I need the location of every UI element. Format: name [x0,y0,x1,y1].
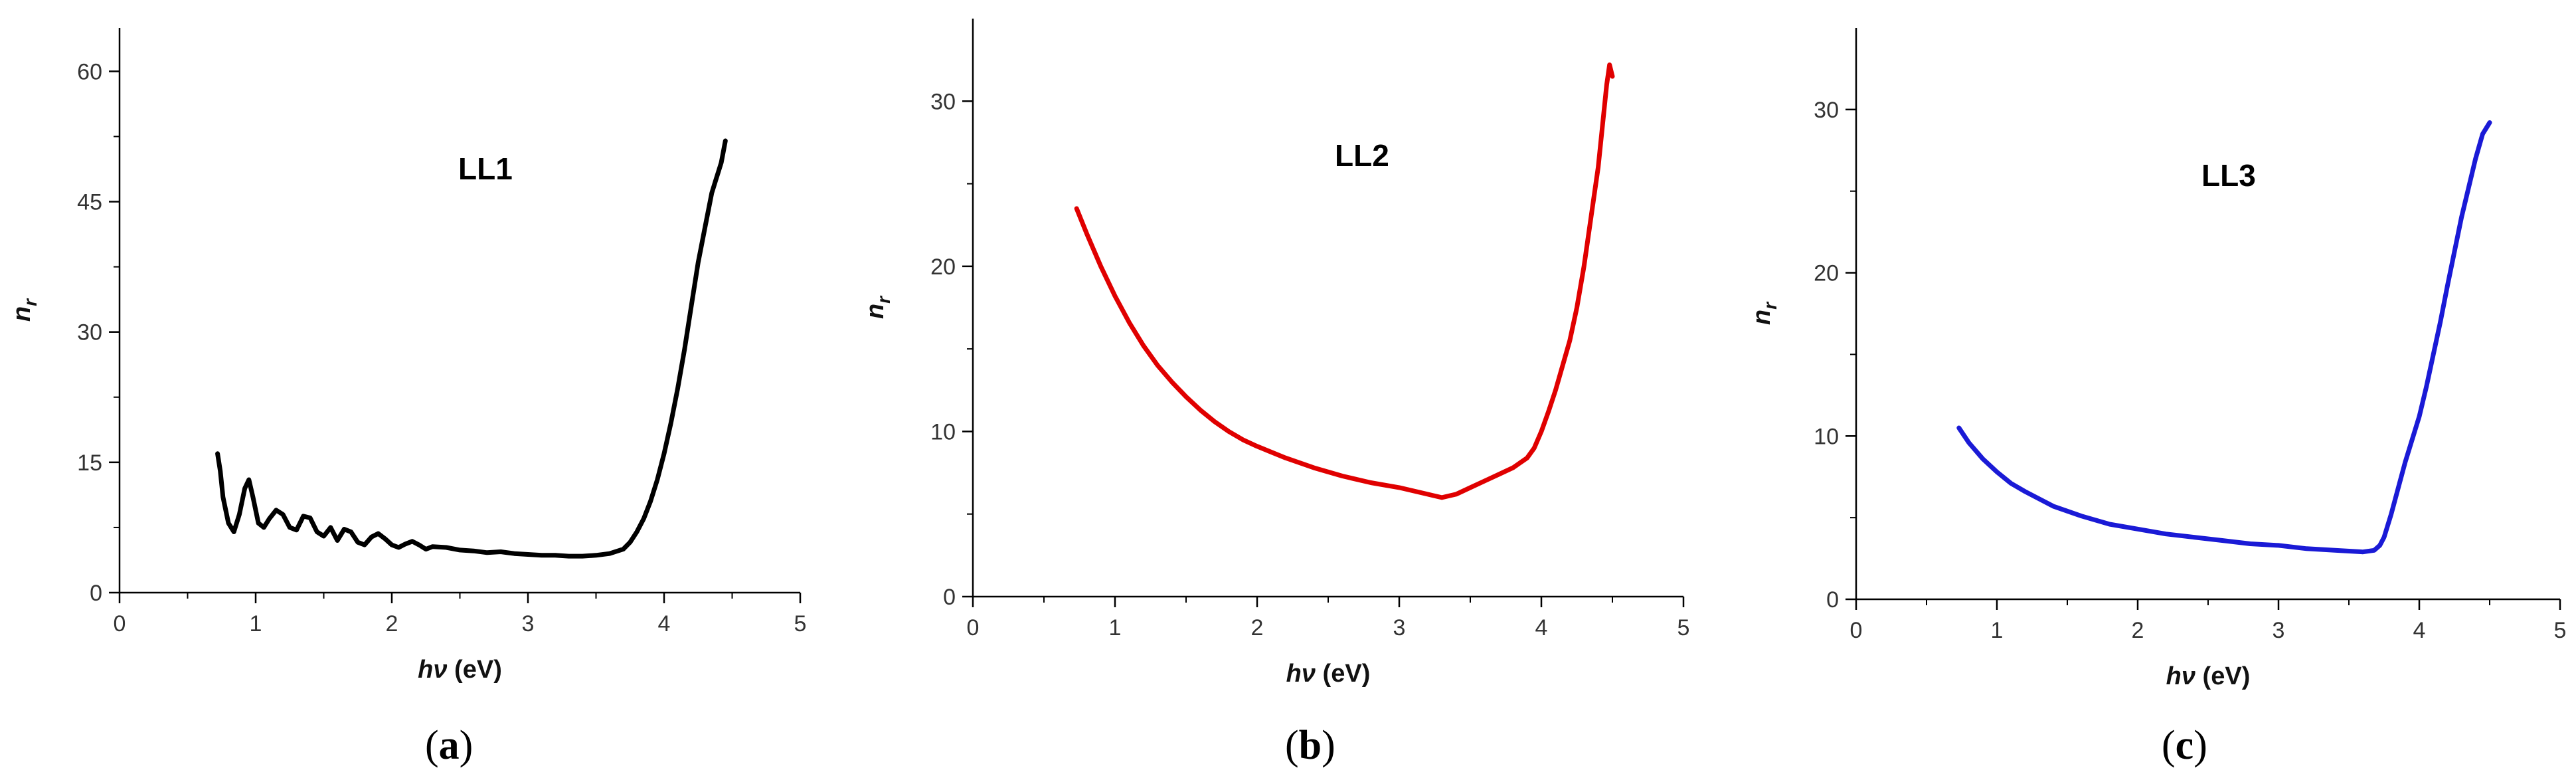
x-axis-title: hν (eV) [2166,662,2251,690]
x-tick-label: 3 [2273,618,2285,643]
caption-open-paren: ( [2162,723,2176,768]
x-tick-label: 2 [1251,615,1264,640]
y-tick-label: 20 [1814,261,1839,286]
y-axis-title-subscript: r [873,295,894,304]
panel-caption: (c) [2162,723,2207,768]
y-tick-label: 30 [1814,98,1839,123]
y-axis-title-symbol: n [1748,310,1776,325]
caption-letter: b [1299,723,1322,768]
caption-open-paren: ( [425,723,439,768]
y-tick-label: 45 [77,190,102,215]
panel-annotation: LL3 [2201,158,2256,193]
y-axis-title: nr [861,295,894,319]
caption-letter: a [439,723,460,768]
y-tick-label: 10 [1814,424,1839,449]
caption-close-paren: ) [460,723,473,768]
y-tick-label: 0 [943,585,956,610]
x-tick-label: 3 [522,611,535,636]
x-tick-label: 1 [1991,618,2004,643]
x-axis-title-symbol: hν [2166,662,2195,690]
x-tick-label: 1 [250,611,262,636]
x-axis-title-unit: (eV) [1316,660,1370,688]
y-tick-label: 10 [930,419,956,444]
y-axis-title-subscript: r [1760,301,1780,310]
y-axis-title-symbol: n [8,306,36,322]
data-series-line [215,138,728,559]
data-series-line [1074,62,1615,500]
x-tick-label: 5 [794,611,807,636]
x-axis-title-unit: (eV) [2195,662,2250,690]
y-tick-label: 15 [77,450,102,476]
x-tick-label: 0 [114,611,126,636]
x-tick-label: 1 [1109,615,1122,640]
caption-open-paren: ( [1285,723,1299,768]
x-tick-label: 4 [658,611,671,636]
x-axis-title: hν (eV) [418,656,502,684]
x-tick-label: 4 [1535,615,1548,640]
x-axis-title-symbol: hν [1286,660,1316,688]
data-series-line [1956,120,2492,555]
y-tick-label: 60 [77,59,102,84]
x-tick-label: 5 [2554,618,2567,643]
x-tick-label: 0 [967,615,980,640]
chart-panel-ll3: 0 1 2 3 4 5 0 10 20 30 hν (eV) nr LL3 (c) [1748,28,2566,768]
y-tick-label: 0 [90,581,102,606]
caption-letter: c [2176,723,2194,768]
y-tick-label: 0 [1826,587,1839,613]
y-tick-label: 30 [77,320,102,345]
x-tick-label: 0 [1850,618,1863,643]
x-axis-title-unit: (eV) [448,656,502,684]
caption-close-paren: ) [2193,723,2207,768]
x-axis-title: hν (eV) [1286,660,1371,688]
caption-close-paren: ) [1322,723,1335,768]
y-tick-label: 30 [930,89,956,114]
y-axis-title-subscript: r [20,298,41,306]
x-tick-label: 2 [2132,618,2144,643]
y-axis-title: nr [1748,301,1780,325]
chart-panel-ll2: 0 1 2 3 4 5 0 10 20 30 hν (eV) nr LL2 (b) [861,19,1689,768]
x-tick-label: 5 [1677,615,1690,640]
x-tick-label: 2 [386,611,398,636]
x-axis-title-symbol: hν [418,656,447,684]
panel-annotation: LL2 [1335,138,1389,173]
y-axis-title-symbol: n [861,304,889,319]
x-tick-label: 3 [1393,615,1406,640]
y-axis-title: nr [8,298,41,322]
x-tick-label: 4 [2413,618,2426,643]
panel-annotation: LL1 [458,151,513,186]
y-tick-label: 20 [930,254,956,280]
panel-caption: (a) [425,723,473,768]
panel-caption: (b) [1285,723,1335,768]
